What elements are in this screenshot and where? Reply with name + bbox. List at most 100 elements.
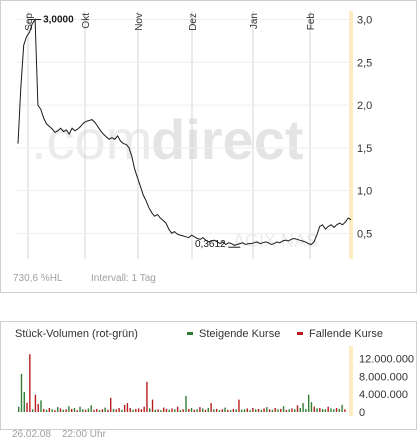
volume-bar bbox=[132, 409, 134, 412]
volume-bar bbox=[210, 403, 212, 412]
y-tick-label: 2,0 bbox=[357, 100, 372, 112]
volume-bar bbox=[221, 409, 223, 412]
volume-bar bbox=[199, 407, 201, 412]
low-annotation: 0,3612 bbox=[195, 239, 226, 250]
volume-bar bbox=[76, 410, 78, 412]
volume-bar bbox=[62, 409, 64, 412]
month-label: Dez bbox=[188, 13, 199, 31]
volume-bar bbox=[282, 406, 285, 412]
volume-y-tick-label: 8.000.000 bbox=[359, 371, 408, 383]
volume-bar bbox=[235, 409, 237, 412]
volume-bar bbox=[249, 410, 251, 412]
legend-up-swatch bbox=[187, 332, 193, 335]
volume-bar bbox=[263, 408, 265, 412]
volume-bar bbox=[115, 409, 117, 412]
y-tick-label: 2,5 bbox=[357, 57, 372, 69]
volume-bar bbox=[143, 406, 145, 412]
volume-bar bbox=[40, 400, 42, 412]
volume-bar bbox=[23, 392, 25, 412]
volume-bar bbox=[229, 410, 232, 412]
volume-bar bbox=[34, 394, 37, 412]
volume-bar bbox=[266, 407, 268, 412]
volume-y-tick-label: 4.000.000 bbox=[359, 389, 408, 401]
volume-bar bbox=[149, 408, 151, 412]
volume-bar bbox=[26, 402, 28, 412]
volume-bar bbox=[146, 381, 148, 412]
timestamp-time: 22:00 Uhr bbox=[62, 429, 106, 440]
volume-bar bbox=[232, 408, 235, 412]
volume-bar bbox=[65, 409, 67, 412]
volume-bar bbox=[260, 409, 262, 412]
volume-bar bbox=[101, 409, 104, 412]
watermark-ticker: AGIX NAS bbox=[233, 231, 318, 251]
volume-bar bbox=[241, 409, 243, 412]
volume-bar bbox=[254, 409, 257, 412]
timestamp-date: 26.02.08 bbox=[12, 429, 51, 440]
legend-down-label: Fallende Kurse bbox=[309, 328, 383, 340]
volume-bar bbox=[151, 399, 154, 412]
volume-bar bbox=[316, 408, 318, 412]
volume-bar bbox=[84, 409, 87, 412]
volume-bar bbox=[93, 409, 95, 412]
volume-y-tick-label: 0 bbox=[359, 407, 365, 419]
volume-bar bbox=[280, 408, 282, 412]
volume-bar bbox=[165, 408, 168, 412]
volume-bar bbox=[129, 408, 131, 412]
volume-bar bbox=[118, 408, 120, 412]
volume-bar bbox=[82, 409, 84, 412]
volume-bar bbox=[330, 408, 332, 412]
volume-bar bbox=[274, 408, 276, 412]
volume-bar bbox=[227, 409, 229, 412]
volume-bar bbox=[291, 408, 293, 412]
y-tick-label: 3,0 bbox=[357, 15, 372, 27]
hl-percent: 730,6 %HL bbox=[13, 273, 63, 284]
volume-bar bbox=[174, 409, 176, 412]
y-tick-label: 0,5 bbox=[357, 228, 372, 240]
month-label: Feb bbox=[306, 13, 317, 31]
volume-bar bbox=[107, 409, 109, 412]
volume-bar bbox=[324, 409, 327, 412]
volume-bar bbox=[321, 408, 324, 412]
y-tick-label: 1,5 bbox=[357, 143, 372, 155]
month-label: Nov bbox=[134, 13, 145, 31]
volume-bar bbox=[157, 409, 159, 412]
volume-bar bbox=[37, 404, 39, 412]
volume-bar bbox=[296, 405, 299, 412]
volume-bar bbox=[257, 408, 260, 412]
volume-bar bbox=[162, 407, 165, 412]
volume-bar bbox=[207, 408, 209, 412]
volume-bar bbox=[79, 406, 81, 412]
volume-chart: Stück-Volumen (rot-grün) Steigende Kurse… bbox=[15, 328, 414, 419]
watermark-logo: direct bbox=[151, 108, 304, 171]
volume-bar bbox=[307, 394, 310, 412]
volume-bar bbox=[54, 410, 56, 412]
volume-bar bbox=[246, 408, 249, 412]
volume-bar bbox=[182, 409, 184, 412]
volume-bar bbox=[338, 408, 341, 412]
volume-bar bbox=[341, 404, 343, 412]
legend-down-swatch bbox=[297, 332, 303, 335]
volume-bar bbox=[43, 408, 45, 412]
volume-bar bbox=[59, 408, 62, 412]
volume-bar bbox=[168, 409, 170, 412]
volume-bar bbox=[299, 408, 301, 412]
volume-bar bbox=[218, 410, 221, 412]
volume-bar bbox=[310, 402, 313, 412]
volume-bar bbox=[271, 409, 274, 412]
volume-bar bbox=[215, 408, 218, 412]
volume-bar bbox=[68, 406, 70, 412]
volume-bar bbox=[204, 409, 207, 412]
volume-bar bbox=[333, 409, 335, 412]
price-chart: .com direct AGIX NAS Sep Okt Nov Dez Jan Feb … bbox=[13, 11, 372, 284]
volume-bar bbox=[302, 403, 304, 412]
volume-bar bbox=[70, 408, 73, 412]
volume-bar bbox=[335, 408, 338, 412]
volume-bar bbox=[90, 405, 92, 412]
volume-bar bbox=[51, 409, 53, 412]
volume-bar bbox=[319, 408, 321, 412]
volume-bar bbox=[126, 403, 129, 412]
volume-bar bbox=[110, 397, 112, 412]
volume-bar bbox=[238, 399, 240, 412]
volume-bar bbox=[45, 409, 48, 412]
volume-y-tick-label: 12.000.000 bbox=[359, 354, 414, 366]
